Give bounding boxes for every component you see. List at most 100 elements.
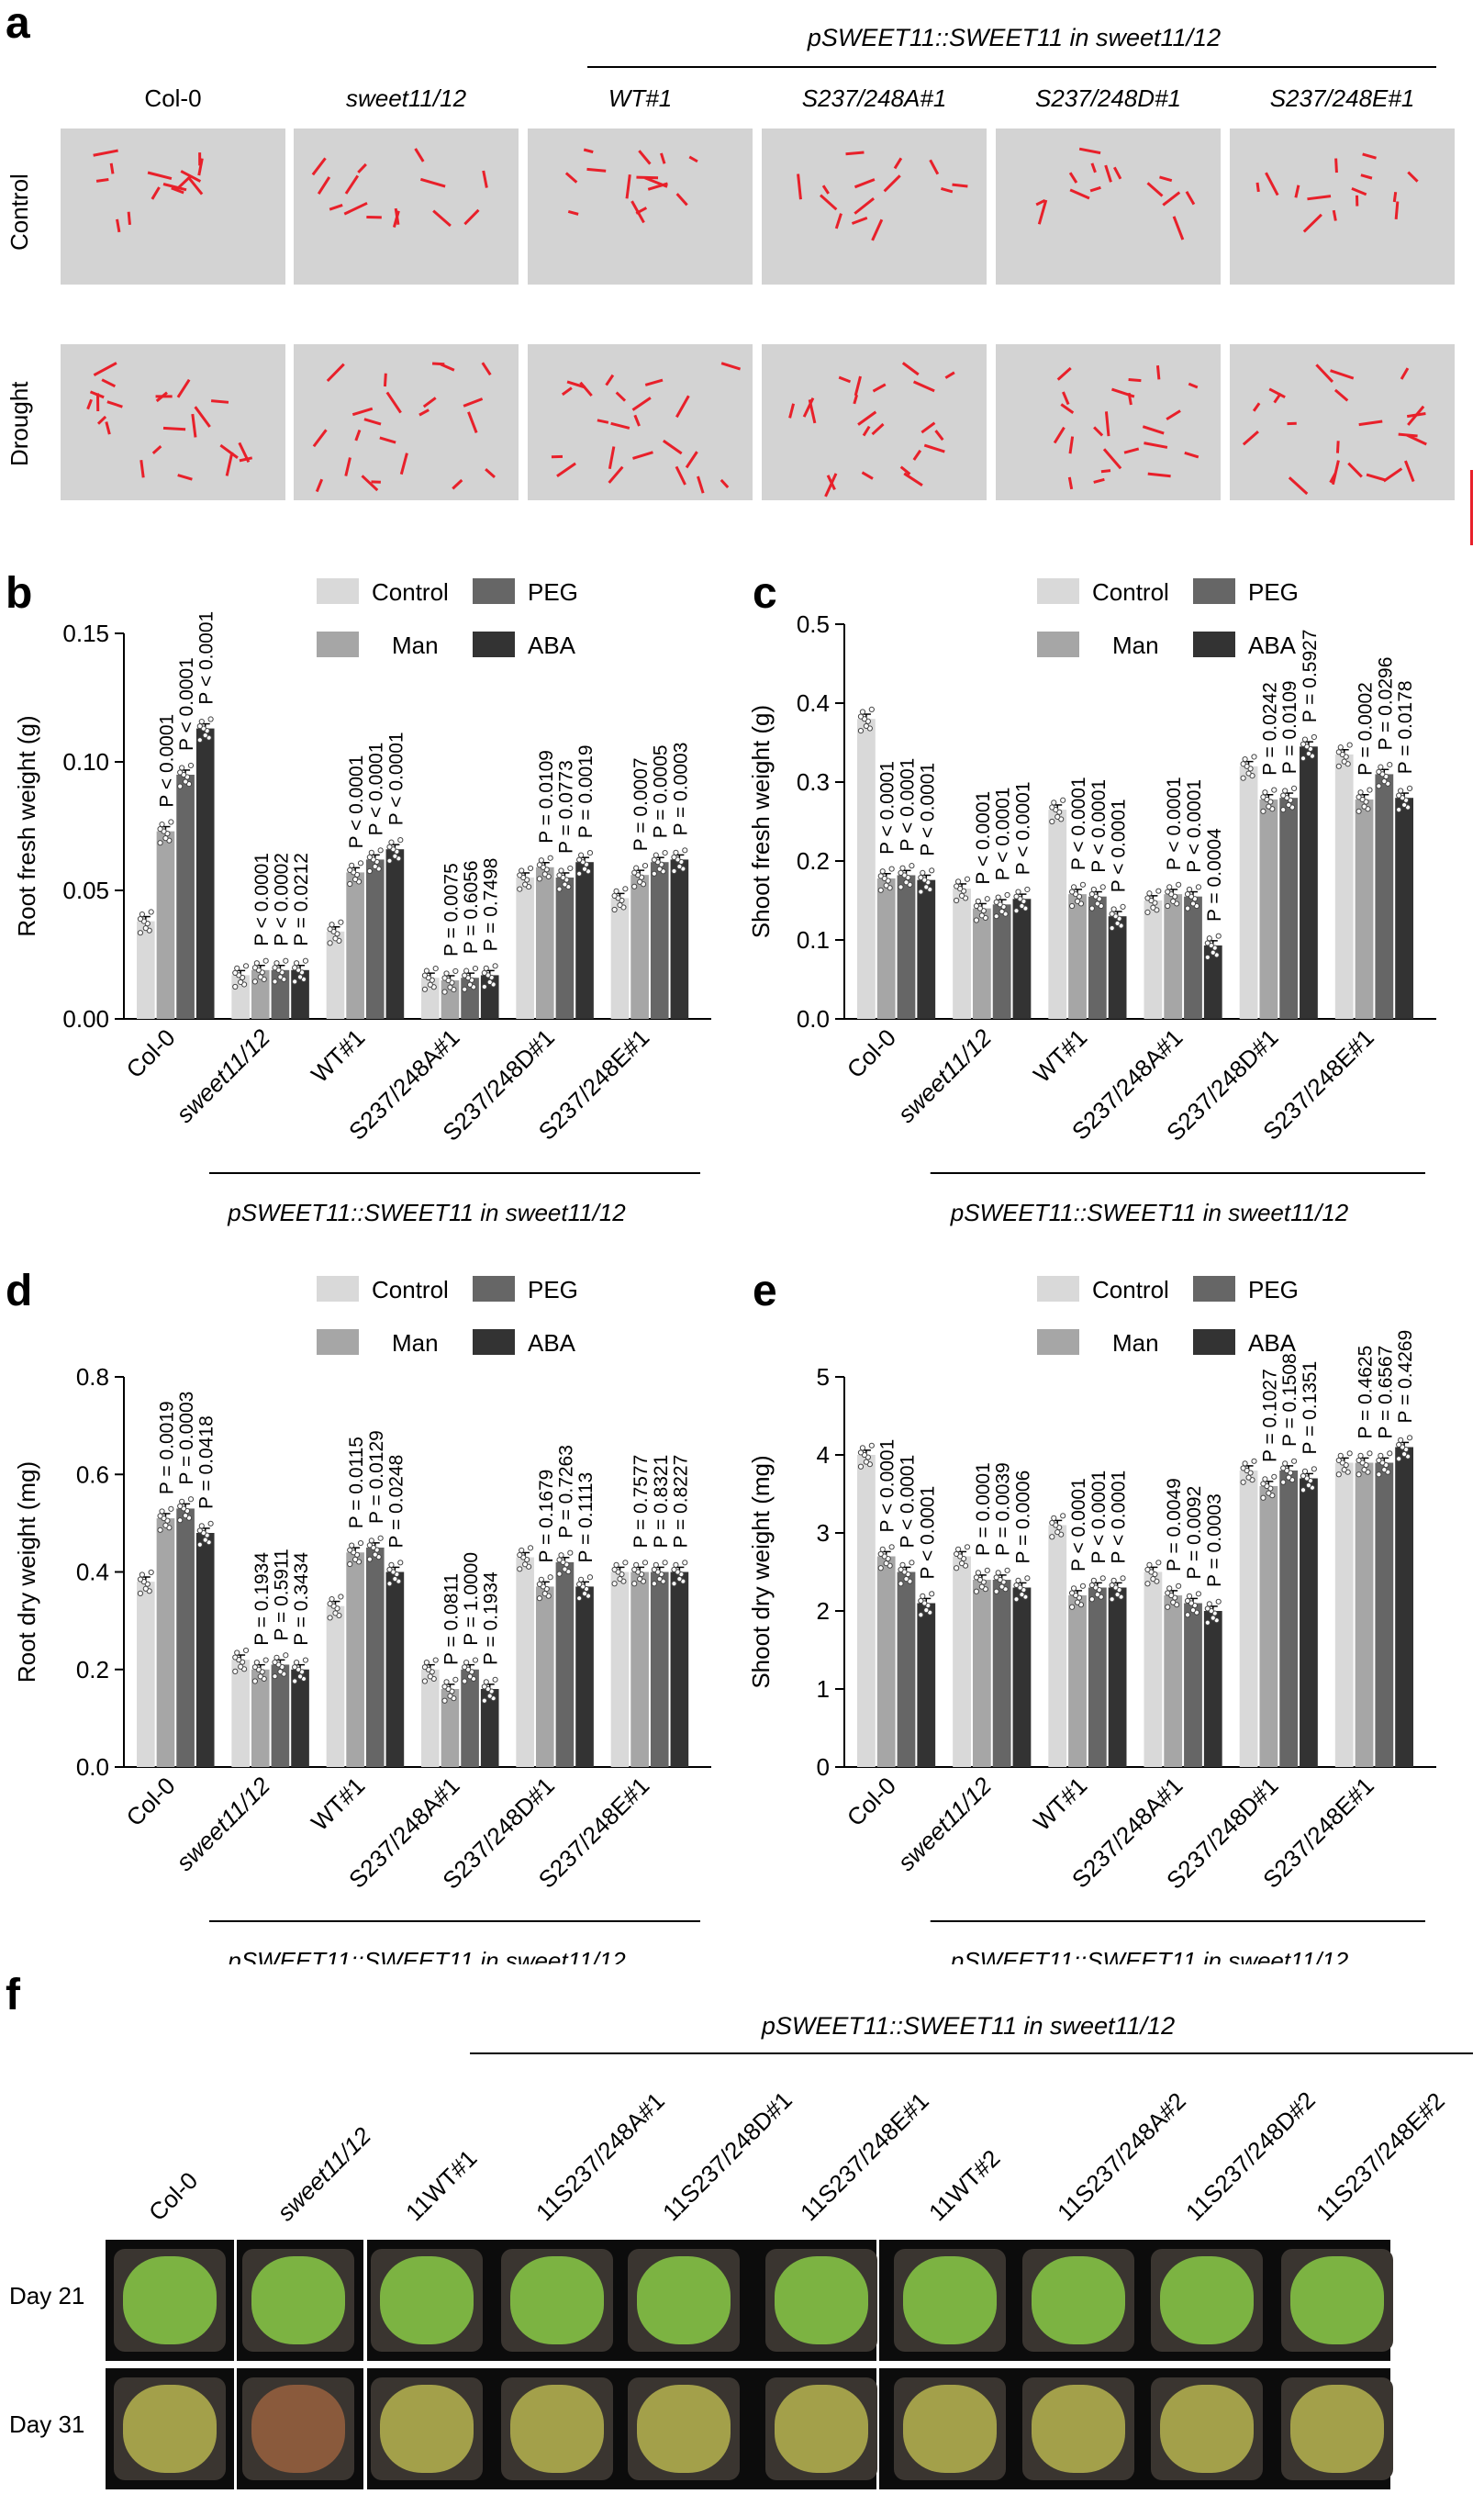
data-point [366,854,373,860]
data-point [958,892,965,899]
data-point [277,1668,284,1675]
root-mark [912,380,935,393]
p-value-label: P = 0.0006 [1012,1471,1033,1564]
p-value-label: P = 0.0003 [670,743,691,836]
data-point [1290,1458,1298,1464]
panel-f-letter: f [6,1971,20,2019]
root-mark [788,403,796,419]
data-point [1367,1450,1373,1457]
bar-peg [1279,1471,1299,1767]
p-value-label: P < 0.0001 [1109,1471,1130,1564]
data-point [1401,1451,1408,1458]
data-point [857,1449,865,1456]
data-point [283,1652,289,1659]
data-point [1242,755,1248,763]
data-point [1155,1560,1162,1566]
data-point [1088,1582,1095,1589]
root-mark [934,430,944,442]
plant-pot [1022,2377,1134,2480]
data-point [283,957,289,964]
data-point [1376,768,1382,775]
plant-pot [242,2377,354,2480]
bar-control [1144,900,1163,1019]
data-point [578,1576,585,1583]
plant-rosette [510,2385,604,2473]
data-point [1155,888,1162,894]
data-point [441,975,448,981]
bar-peg [992,1580,1011,1767]
data-point [202,1537,208,1543]
root-marks [1242,363,1427,496]
x-tick-label: sweet11/12 [171,1772,275,1876]
y-tick-label: 0.1 [797,926,830,954]
data-point [1240,761,1246,767]
data-point [879,1546,886,1552]
panel-f-genotype-label: Col-0 [143,2166,204,2227]
p-value-label: P = 0.0007 [630,757,652,851]
root-mark [452,478,463,490]
root-mark [1147,472,1171,478]
data-point [1186,886,1193,893]
plant-rosette [380,2385,474,2473]
data-point [1280,792,1287,799]
bar-peg [1184,1603,1202,1767]
data-point [347,1560,353,1568]
root-mark [883,174,901,193]
data-point [1346,1450,1353,1457]
root-mark [422,397,437,408]
data-point [879,868,886,875]
root-mark [851,216,868,225]
p-value-label: P = 0.4269 [1395,1330,1416,1424]
data-point [1335,763,1342,769]
p-value-label: P = 0.5911 [271,1549,292,1640]
data-point [234,1650,240,1656]
legend-swatch-peg [473,1276,515,1302]
root-mark [1093,426,1104,437]
p-value-label: P < 0.0001 [1068,1478,1089,1571]
root-mark [720,478,730,489]
data-point [999,908,1005,915]
data-point [1079,1583,1087,1589]
data-point [1150,1576,1156,1583]
root-mark [481,362,492,376]
bar-man [630,1571,649,1767]
data-point [868,1442,875,1448]
data-point [182,1512,189,1519]
root-mark [1069,188,1090,200]
data-point [1114,1592,1121,1598]
root-mark [675,465,686,486]
bar-control [137,1582,155,1767]
p-value-label: P = 1.0000 [461,1552,482,1646]
root-image-tile [61,129,285,285]
data-point [447,1693,453,1699]
data-point [1186,1593,1193,1599]
data-point [1378,764,1384,770]
data-point [863,722,869,730]
data-point [955,1546,962,1552]
data-point [857,713,865,720]
data-point [1398,788,1404,794]
chart-letter: c [753,569,777,618]
plant-rosette [510,2256,604,2344]
data-point [662,850,668,856]
p-value-label: P = 0.5927 [1300,630,1321,723]
root-mark [1035,198,1046,207]
data-point [1357,789,1364,796]
panel-a-genotype-label: sweet11/12 [345,84,467,112]
data-point [427,981,433,988]
data-point [682,847,688,854]
plant-pot [501,2249,613,2352]
data-point [372,1551,378,1558]
data-point [1305,1482,1312,1489]
data-point [1170,1599,1177,1605]
data-point [327,1601,333,1607]
data-point [262,1657,269,1663]
root-mark [1056,366,1072,381]
data-point [1094,1592,1100,1598]
p-value-label: P = 0.0109 [536,750,557,844]
legend-label-peg: PEG [1248,578,1299,606]
plant-rosette [123,2256,217,2344]
root-mark [1307,195,1332,201]
data-point [637,1576,643,1583]
data-point [1406,1435,1413,1441]
